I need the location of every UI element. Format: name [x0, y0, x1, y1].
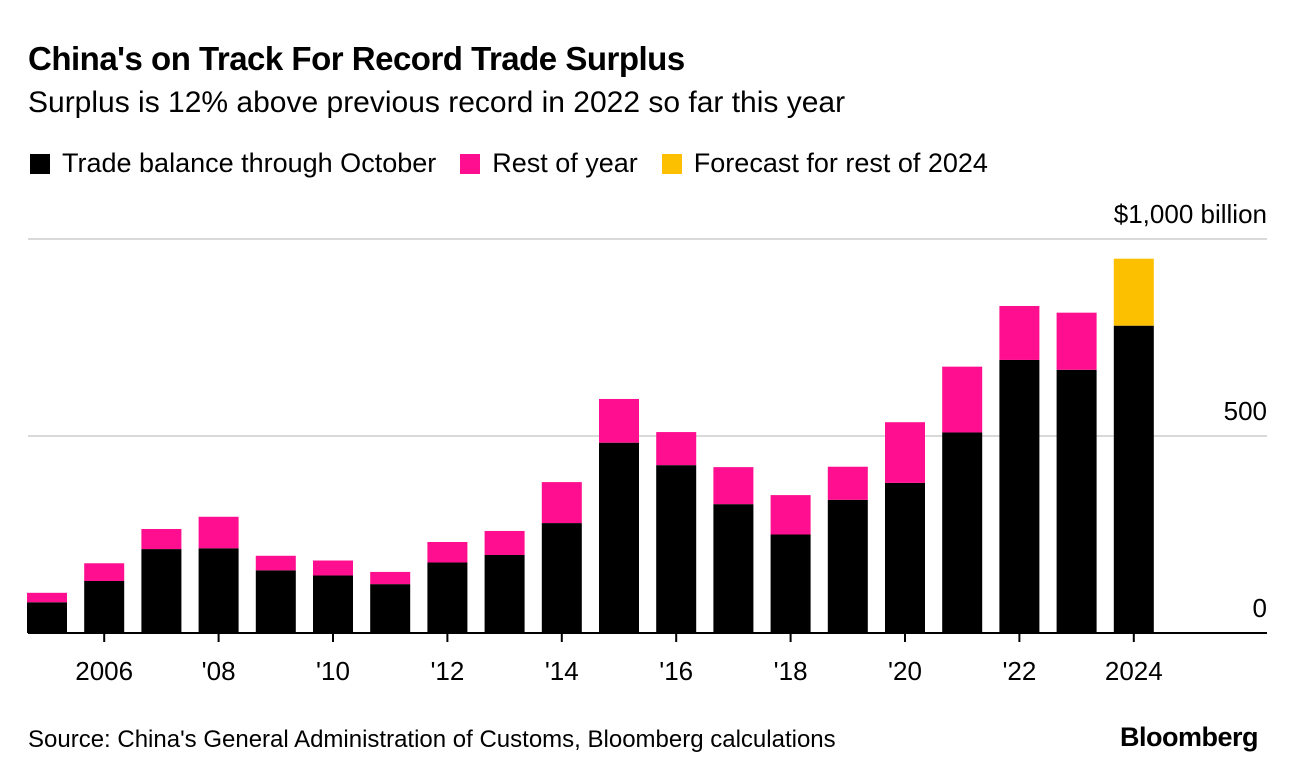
- bar-2014-series-1: [541, 482, 582, 524]
- bar-2014-series-0: [541, 523, 582, 633]
- bar-2012-series-0: [427, 562, 468, 633]
- bloomberg-logo: Bloomberg: [1119, 722, 1259, 752]
- y-tick-label: $1,000 billion: [1114, 199, 1267, 229]
- x-tick-label: '18: [774, 656, 808, 686]
- bar-2006-series-1: [84, 563, 125, 581]
- legend: Trade balance through October Rest of ye…: [30, 148, 1012, 179]
- legend-swatch-black: [30, 153, 50, 174]
- bar-2005-series-0: [27, 602, 67, 633]
- bar-2023-series-0: [1056, 369, 1097, 633]
- legend-swatch-pink: [460, 153, 481, 174]
- chart-title: China's on Track For Record Trade Surplu…: [28, 40, 685, 77]
- bar-2019-series-1: [827, 466, 868, 500]
- legend-label: Forecast for rest of 2024: [693, 148, 988, 178]
- bar-2024-series-2: [1113, 258, 1154, 326]
- x-tick-label: '10: [316, 656, 350, 686]
- bar-2015-series-1: [599, 398, 639, 443]
- bar-2016-series-1: [656, 432, 697, 466]
- chart-subtitle: Surplus is 12% above previous record in …: [28, 86, 846, 119]
- legend-item-forecast: Forecast for rest of 2024: [661, 148, 988, 179]
- bar-2020-series-1: [885, 422, 925, 483]
- bar-2018-series-1: [770, 495, 811, 535]
- bar-2005-series-1: [27, 592, 67, 603]
- legend-item-rest-of-year: Rest of year: [460, 148, 638, 179]
- bar-2015-series-0: [599, 442, 639, 633]
- bar-2021-series-0: [942, 432, 983, 633]
- bar-2022-series-1: [999, 305, 1040, 360]
- bar-2011-series-1: [370, 571, 411, 585]
- bar-2013-series-1: [484, 530, 525, 555]
- bar-2022-series-0: [999, 359, 1040, 633]
- x-tick-label: '16: [659, 656, 693, 686]
- bar-2007-series-0: [141, 549, 182, 633]
- bar-2018-series-0: [770, 534, 811, 633]
- x-tick-label: 2006: [75, 656, 133, 686]
- bar-2013-series-0: [484, 554, 525, 633]
- bar-2011-series-0: [370, 584, 411, 633]
- bar-2024-series-0: [1113, 325, 1154, 633]
- bar-2010-series-0: [313, 575, 353, 633]
- bar-2016-series-0: [656, 465, 697, 633]
- x-tick-label: '14: [545, 656, 579, 686]
- bar-2008-series-0: [198, 548, 239, 633]
- bar-2017-series-0: [713, 504, 754, 633]
- bar-2010-series-1: [313, 560, 353, 576]
- x-tick-label: '08: [202, 656, 236, 686]
- x-tick-label: '12: [430, 656, 464, 686]
- x-tick-label: 2024: [1105, 656, 1163, 686]
- bar-2006-series-0: [84, 580, 125, 633]
- bar-2017-series-1: [713, 467, 754, 505]
- bar-2009-series-0: [255, 570, 296, 633]
- bar-2019-series-0: [827, 499, 868, 633]
- legend-swatch-yellow: [661, 153, 682, 174]
- bar-2020-series-0: [885, 482, 925, 633]
- legend-label: Rest of year: [492, 148, 638, 178]
- bar-2021-series-1: [942, 366, 983, 433]
- legend-item-through-october: Trade balance through October: [30, 148, 436, 179]
- bar-2008-series-1: [198, 516, 239, 549]
- x-tick-label: '20: [888, 656, 922, 686]
- bar-2012-series-1: [427, 541, 468, 563]
- source-note: Source: China's General Administration o…: [28, 726, 836, 753]
- legend-label: Trade balance through October: [62, 148, 437, 178]
- bar-2007-series-1: [141, 528, 182, 550]
- y-tick-label: 500: [1224, 396, 1267, 426]
- x-tick-label: '22: [1002, 656, 1036, 686]
- bar-2009-series-1: [255, 555, 296, 571]
- bar-2023-series-1: [1056, 312, 1097, 370]
- y-tick-label: 0: [1253, 593, 1267, 623]
